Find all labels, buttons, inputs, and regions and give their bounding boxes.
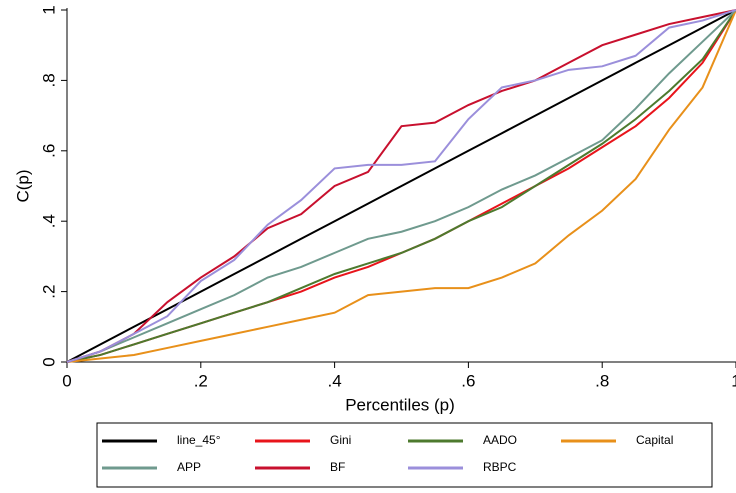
legend-label: line_45°	[177, 433, 221, 447]
x-tick-label: .4	[328, 371, 342, 390]
legend-entries: line_45° Gini AADO Capital APP BF RBPC	[102, 433, 673, 474]
x-tick-label: 1	[731, 371, 736, 390]
legend-label: Capital	[636, 433, 673, 447]
y-tick-label: 1	[39, 5, 58, 14]
x-tick-label: .8	[595, 371, 609, 390]
y-tick-label: 0	[39, 357, 58, 366]
y-tick-label: .8	[39, 73, 58, 87]
legend-label: RBPC	[483, 460, 517, 474]
y-tick-label: .4	[39, 214, 58, 228]
legend-label: APP	[177, 460, 201, 474]
series-line	[66, 9, 736, 363]
y-tick-label: .2	[39, 285, 58, 299]
legend-label: BF	[330, 460, 345, 474]
y-axis-label: C(p)	[13, 169, 32, 202]
legend	[96, 422, 713, 488]
series-line	[66, 9, 736, 363]
y-tick-label: .6	[39, 144, 58, 158]
x-tick-label: 0	[62, 371, 71, 390]
series-line	[66, 9, 736, 363]
x-tick-label: .2	[194, 371, 208, 390]
legend-label: Gini	[330, 433, 351, 447]
series-line	[66, 9, 736, 363]
legend-label: AADO	[483, 433, 517, 447]
series-line	[66, 9, 736, 363]
x-axis-label: Percentiles (p)	[345, 395, 455, 414]
x-tick-label: .6	[461, 371, 475, 390]
